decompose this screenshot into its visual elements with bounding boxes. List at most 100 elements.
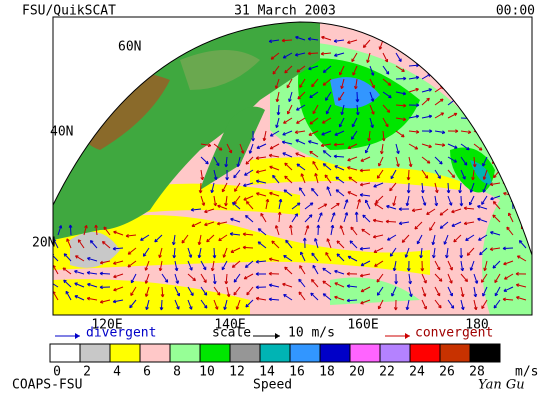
wind-arrow-head xyxy=(442,52,445,55)
wind-arrow xyxy=(474,76,484,79)
wind-arrow-head xyxy=(523,125,526,128)
wind-arrow xyxy=(474,101,483,105)
title-left: FSU/QuikSCAT xyxy=(22,4,116,19)
lat-label: 20N xyxy=(32,236,55,251)
wind-arrow-head xyxy=(504,172,507,175)
wind-arrow-head xyxy=(488,47,491,50)
wind-arrow xyxy=(524,92,526,102)
wind-arrow xyxy=(461,73,469,79)
wind-arrow xyxy=(461,53,471,55)
colorbar-box xyxy=(170,344,200,362)
wind-arrow-head xyxy=(455,64,458,67)
wind-arrow-head xyxy=(493,119,496,122)
wind-arrow xyxy=(487,131,494,138)
wind-arrow xyxy=(525,105,526,115)
wind-arrow xyxy=(505,40,513,46)
wind-arrow xyxy=(517,166,526,170)
wind-arrow xyxy=(500,105,505,113)
wind-arrow-head xyxy=(467,87,470,90)
wind-arrow-head xyxy=(425,45,428,48)
wind-arrow xyxy=(422,40,428,48)
colorbar-label: 4 xyxy=(113,365,121,380)
colorbar-label: 22 xyxy=(379,365,395,380)
wind-arrow xyxy=(513,105,517,114)
colorbar-box xyxy=(440,344,470,362)
wind-arrow-head xyxy=(496,46,499,49)
wind-arrow-head xyxy=(516,154,519,157)
wind-arrow xyxy=(487,79,497,81)
wind-arrow-head xyxy=(505,160,508,163)
wind-arrow-head xyxy=(519,136,522,139)
wind-arrow xyxy=(487,118,496,122)
wind-arrow xyxy=(487,40,490,50)
wind-arrow xyxy=(517,40,526,45)
wind-arrow-head xyxy=(504,71,507,74)
wind-arrow xyxy=(516,194,526,196)
wind-arrow xyxy=(507,53,513,61)
wind-arrow-head xyxy=(514,111,517,114)
colorbar-label: 12 xyxy=(229,365,245,380)
wind-arrow-head xyxy=(466,44,469,47)
wind-arrow xyxy=(474,118,484,121)
wind-arrow-head xyxy=(440,61,443,64)
wind-arrow xyxy=(461,87,470,92)
wind-arrow-head xyxy=(518,147,521,150)
wind-arrow-head xyxy=(507,58,510,61)
wind-arrow-head xyxy=(467,100,470,103)
wind-arrow xyxy=(500,79,509,84)
wind-arrow xyxy=(448,87,457,92)
lat-label: 40N xyxy=(50,125,73,140)
wind-arrow-head xyxy=(481,119,484,122)
wind-arrow xyxy=(474,66,484,67)
wind-arrow xyxy=(435,61,443,66)
wind-arrow xyxy=(487,53,493,61)
colorbar-box xyxy=(320,344,350,362)
wind-arrow xyxy=(435,53,445,54)
wind-arrow-head xyxy=(504,122,507,125)
wind-arrow-head xyxy=(452,45,455,48)
wind-arrow-head xyxy=(505,44,508,47)
wind-arrow-head xyxy=(50,282,53,285)
colorbar-label: 6 xyxy=(143,365,151,380)
wind-arrow-head xyxy=(453,73,456,76)
wind-arrow xyxy=(519,131,526,139)
wind-arrow-head xyxy=(510,125,513,128)
wind-arrow-head xyxy=(466,73,469,76)
wind-arrow xyxy=(510,131,513,140)
colorbar-box xyxy=(260,344,290,362)
wind-arrow-head xyxy=(413,57,416,60)
colorbar-label: 26 xyxy=(439,365,455,380)
wind-arrow xyxy=(448,73,456,79)
colorbar-box xyxy=(410,344,440,362)
wind-arrow xyxy=(461,100,470,105)
wind-arrow-head xyxy=(480,101,483,104)
wind-arrow xyxy=(448,40,455,47)
wind-arrow xyxy=(448,53,458,54)
colorbar-label: 18 xyxy=(319,365,335,380)
wind-arrow-head xyxy=(526,212,529,215)
colorbar-box xyxy=(380,344,410,362)
wind-arrow-head xyxy=(518,56,521,59)
wind-arrow xyxy=(517,179,526,183)
legend-divergent: divergent xyxy=(86,326,156,341)
wind-arrow xyxy=(513,92,516,102)
wind-arrow xyxy=(526,199,527,209)
wind-arrow-head xyxy=(517,166,520,169)
wind-arrow-head xyxy=(524,112,527,115)
wind-arrow xyxy=(422,66,432,67)
wind-arrow-head xyxy=(442,41,445,44)
colorbar-label: 20 xyxy=(349,365,365,380)
wind-arrow-head xyxy=(492,135,495,138)
wind-arrow xyxy=(499,53,500,63)
colorbar-box xyxy=(50,344,80,362)
colorbar-title: Speed xyxy=(253,378,292,393)
wind-arrow xyxy=(435,75,444,79)
legend-scale-value: 10 m/s xyxy=(288,326,335,341)
colorbar-label: 10 xyxy=(199,365,215,380)
footer-left: COAPS-FSU xyxy=(12,378,82,393)
wind-arrow-head xyxy=(476,46,479,49)
colorbar-box xyxy=(140,344,170,362)
colorbar-label: 24 xyxy=(409,365,425,380)
